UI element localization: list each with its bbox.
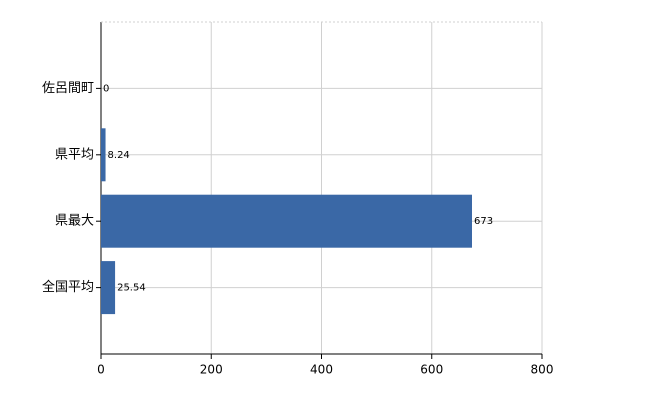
- x-tick-label: 400: [310, 363, 333, 377]
- y-tick-label: 全国平均: [42, 279, 94, 295]
- y-tick-label: 県平均: [55, 147, 94, 162]
- y-tick-label: 佐呂間町: [42, 81, 94, 96]
- bar: [101, 194, 472, 248]
- x-tick-label: 200: [200, 363, 223, 377]
- data-label: 0: [103, 83, 109, 94]
- data-label: 8.24: [108, 150, 130, 161]
- data-label: 673: [474, 216, 493, 227]
- x-tick-label: 600: [420, 363, 443, 377]
- bar: [101, 261, 116, 315]
- bar: [101, 128, 106, 182]
- y-tick-label: 県最大: [55, 214, 94, 229]
- data-label: 25.54: [117, 283, 146, 294]
- x-tick-label: 0: [97, 363, 105, 377]
- x-tick-label: 800: [531, 363, 554, 377]
